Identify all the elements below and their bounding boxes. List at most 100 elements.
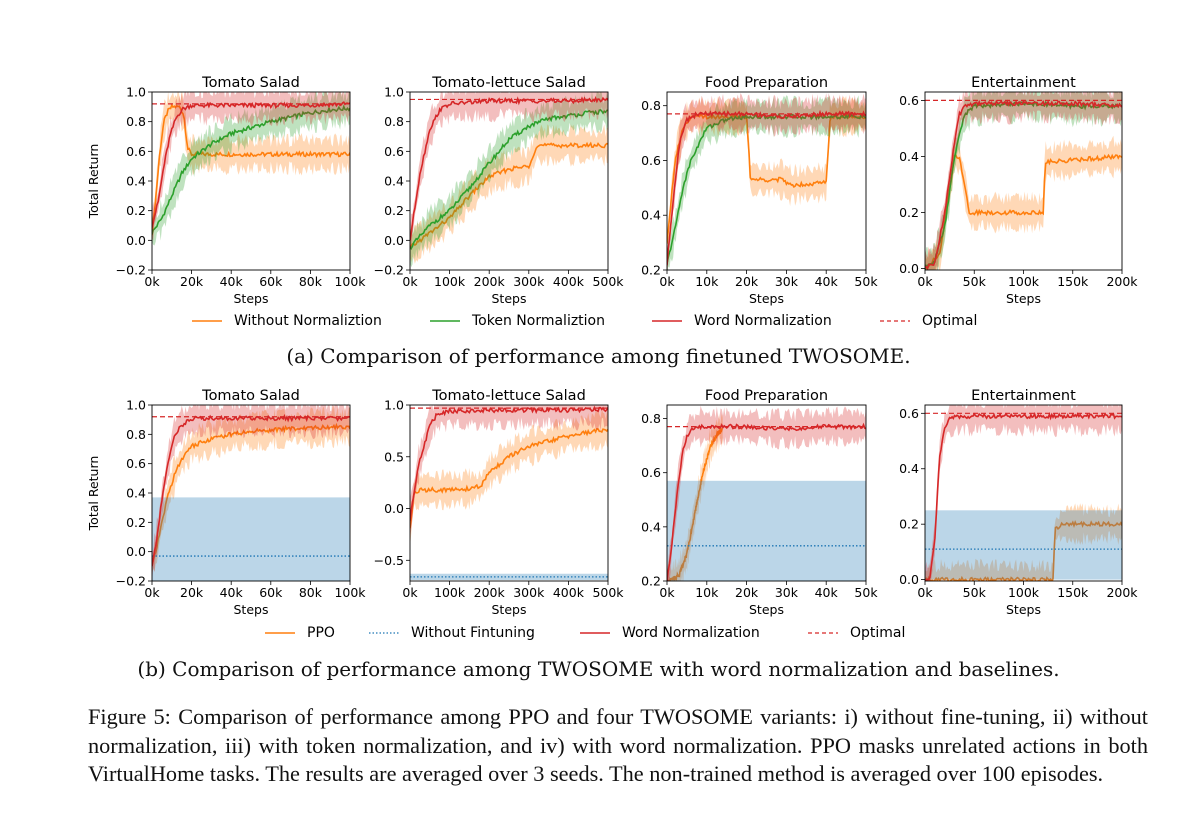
y-tick-label: 0.6: [641, 153, 661, 168]
caption-b: (b) Comparison of performance among TWOS…: [137, 657, 1060, 681]
x-tick-label: 300k: [513, 585, 545, 600]
band: [152, 497, 350, 581]
plot-area: [410, 92, 608, 268]
series-ppo: [667, 412, 723, 581]
x-tick-label: 50k: [854, 585, 878, 600]
line: [925, 99, 1122, 270]
subplot-title: Tomato Salad: [201, 75, 300, 91]
x-tick-label: 400k: [553, 585, 585, 600]
series-without-normaliztion: [410, 124, 608, 264]
legend-label: Without Fintuning: [411, 625, 535, 641]
subplot-title: Food Preparation: [705, 75, 828, 91]
y-tick-label: 0.6: [899, 93, 919, 108]
subplot-8: 0.0 0.2 0.4 0.6 0k 50k 100k 150k 200k Entertainme…: [899, 388, 1138, 617]
plot-area: [925, 92, 1122, 270]
y-tick-label: 0.6: [641, 465, 661, 480]
x-tick-label: 100k: [1008, 585, 1040, 600]
legend-label: Word Normalization: [622, 625, 760, 641]
x-tick-label: 0k: [402, 274, 418, 289]
y-tick-label: 0.2: [899, 205, 919, 220]
x-tick-label: 100k: [1008, 274, 1040, 289]
subplot-title: Entertainment: [971, 75, 1076, 91]
x-tick-label: 50k: [854, 274, 878, 289]
x-tick-label: 10k: [695, 585, 719, 600]
legend-label: Optimal: [850, 625, 905, 641]
x-tick-label: 60k: [259, 585, 283, 600]
series-token-normaliztion: [152, 92, 350, 246]
line: [925, 153, 1122, 270]
x-tick-label: 40k: [815, 274, 839, 289]
y-tick-label: 0.2: [641, 574, 661, 589]
subplot-3: 0.2 0.4 0.6 0.8 0k 10k 20k 30k 40k 50k Food Prepar…: [641, 75, 878, 306]
plot-area: [667, 93, 866, 270]
subplot-title: Tomato-lettuce Salad: [431, 388, 586, 404]
y-tick-label: −0.2: [374, 263, 404, 278]
x-tick-label: 0k: [659, 585, 675, 600]
y-tick-label: 0.2: [641, 263, 661, 278]
y-tick-label: 0.4: [641, 208, 661, 223]
x-tick-label: 100k: [334, 585, 366, 600]
y-tick-label: −0.2: [116, 263, 146, 278]
band: [410, 92, 608, 268]
y-tick-label: 0.8: [384, 114, 404, 129]
caption-a: (a) Comparison of performance among fine…: [286, 344, 911, 368]
y-tick-label: 0.4: [899, 149, 919, 164]
x-axis-label: Steps: [492, 291, 527, 306]
x-tick-label: 200k: [474, 274, 506, 289]
band: [667, 480, 866, 581]
x-tick-label: 0k: [402, 585, 418, 600]
series-word-normalization: [410, 405, 608, 538]
x-tick-label: 30k: [775, 274, 799, 289]
subplot-title: Tomato-lettuce Salad: [431, 75, 586, 91]
band: [925, 135, 1122, 270]
x-tick-label: 10k: [695, 274, 719, 289]
band: [925, 92, 1122, 270]
series-without-normaliztion: [925, 135, 1122, 270]
x-tick-label: 50k: [963, 274, 987, 289]
line: [152, 103, 350, 236]
x-tick-label: 200k: [474, 585, 506, 600]
x-tick-label: 200k: [1106, 274, 1138, 289]
x-axis-label: Steps: [234, 602, 269, 617]
y-tick-label: 0.6: [126, 456, 146, 471]
figure-caption: Figure 5: Comparison of performance amon…: [88, 704, 1148, 786]
y-tick-label: 0.6: [384, 144, 404, 159]
line: [410, 427, 608, 529]
y-tick-label: 0.8: [641, 98, 661, 113]
series-without-fintuning: [410, 573, 608, 580]
line: [667, 426, 723, 581]
line: [410, 141, 608, 248]
line: [152, 422, 350, 566]
x-tick-label: 500k: [592, 585, 624, 600]
x-tick-label: 0k: [144, 585, 160, 600]
subplot-7: 0.2 0.4 0.6 0.8 0k 10k 20k 30k 40k 50k Food Prepar…: [641, 388, 878, 617]
y-tick-label: 0.8: [126, 114, 146, 129]
line: [667, 422, 866, 581]
band: [925, 92, 1122, 270]
series-without-fintuning: [152, 497, 350, 581]
band: [152, 92, 350, 241]
plot-area: [925, 405, 1122, 581]
legend: Without Normaliztion Token Normaliztion Wo…: [192, 313, 977, 329]
band: [410, 92, 608, 251]
x-tick-label: 100k: [434, 585, 466, 600]
x-tick-label: 40k: [815, 585, 839, 600]
legend: PPO Without Fintuning Word Normalization Op…: [265, 625, 905, 641]
y-tick-label: 0.0: [384, 233, 404, 248]
axes-frame: [666, 91, 867, 271]
y-tick-label: 0.8: [126, 427, 146, 442]
series-ppo: [152, 405, 350, 574]
y-tick-label: 0.5: [384, 449, 404, 464]
x-tick-label: 100k: [334, 274, 366, 289]
band: [152, 405, 350, 574]
subplot-5: −0.2 0.0 0.2 0.4 0.6 0.8 1.0 0k 20k 40k 60k 80k 100k…: [86, 388, 366, 617]
x-tick-label: 150k: [1057, 274, 1089, 289]
x-tick-label: 20k: [180, 274, 204, 289]
x-tick-label: 300k: [513, 274, 545, 289]
band: [410, 408, 608, 547]
y-axis-label: Total Return: [86, 456, 101, 532]
line: [667, 109, 866, 266]
figure: −0.2 0.0 0.2 0.4 0.6 0.8 1.0 0k 20k 40k 60k 80k 100k…: [86, 75, 1138, 641]
line: [925, 411, 1122, 581]
y-tick-label: 0.4: [641, 519, 661, 534]
